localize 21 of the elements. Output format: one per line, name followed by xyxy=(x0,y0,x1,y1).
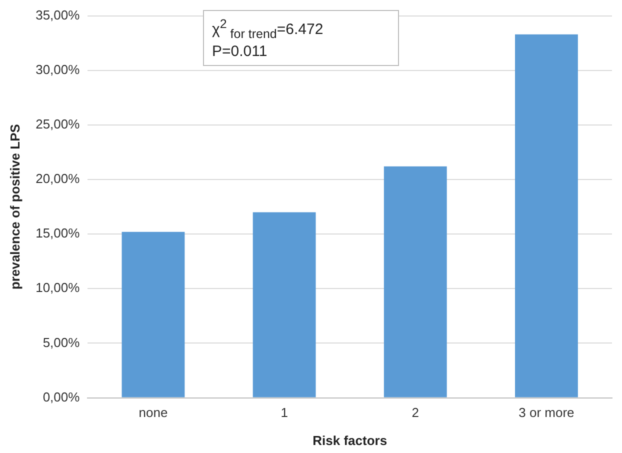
y-tick-label: 20,00% xyxy=(36,171,80,186)
y-axis-title: prevalence of positive LPS xyxy=(7,124,22,290)
y-tick-label: 25,00% xyxy=(36,116,80,132)
y-tick-label: 15,00% xyxy=(36,226,80,241)
y-tick-label: 5,00% xyxy=(42,334,80,350)
y-tick-label: 10,00% xyxy=(36,280,80,296)
x-tick-label: none xyxy=(138,405,168,420)
x-axis-title: Risk factors xyxy=(312,432,388,448)
bar xyxy=(252,212,316,398)
x-tick-label: 1 xyxy=(280,405,288,420)
bar xyxy=(122,232,185,398)
note-box: χ$^{2}$ $_{for trend}$=6.472 P=0.011 xyxy=(203,10,399,66)
bar xyxy=(384,166,447,398)
x-tick-label: 2 xyxy=(412,405,419,420)
x-tick-label: 3 or more xyxy=(518,405,574,420)
y-tick-label: 30,00% xyxy=(36,62,80,77)
annotation: P=0.011 xyxy=(212,43,268,61)
bar xyxy=(515,34,578,398)
y-tick-label: 0,00% xyxy=(42,389,80,404)
y-tick-label: 35,00% xyxy=(36,7,80,22)
annotation: χ$^{2}$ $_{for trend}$=6.472 xyxy=(212,16,324,43)
